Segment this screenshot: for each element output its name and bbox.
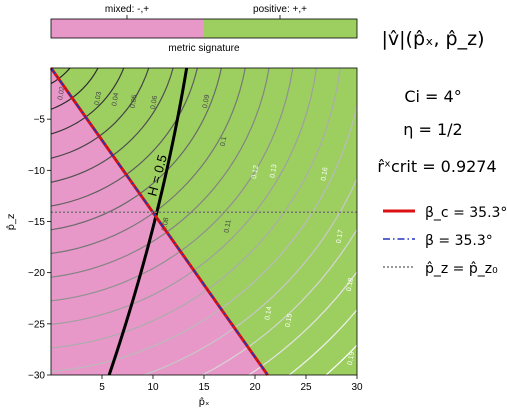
contour-label: 0.06 xyxy=(150,95,159,110)
contour-label: 0.13 xyxy=(269,164,278,179)
x-tick-label: 25 xyxy=(300,382,312,393)
contour-label: 0.09 xyxy=(202,94,211,109)
colorbar-positive-segment xyxy=(204,19,357,38)
x-axis-label: p̂ₓ xyxy=(199,396,210,408)
figure-title: |v̂|(p̂ₓ, p̂_z) xyxy=(382,28,485,50)
contour-label: 0.03 xyxy=(94,91,103,106)
eta-value: η = 1/2 xyxy=(403,120,462,139)
contour-label: 0.11 xyxy=(223,219,232,233)
contour-label: 0.05 xyxy=(130,94,139,109)
side-panel: |v̂|(p̂ₓ, p̂_z) Ci = 4° η = 1/2 r̂ˣcrit … xyxy=(377,28,496,176)
y-tick-label: −5 xyxy=(34,115,46,126)
legend: β_c = 35.3° β = 35.3° p̂_z = p̂_z₀ xyxy=(383,205,507,277)
ci-value: Ci = 4° xyxy=(404,87,461,106)
contour-label: 0.02 xyxy=(57,86,66,101)
y-tick-label: −15 xyxy=(28,217,45,228)
y-tick-label: −10 xyxy=(28,166,45,177)
legend-item-beta-c: β_c = 35.3° xyxy=(383,205,507,221)
legend-label-pz0: p̂_z = p̂_z₀ xyxy=(425,261,498,277)
y-tick-label: −30 xyxy=(28,371,45,382)
x-tick-label: 30 xyxy=(351,382,363,393)
contour-label: 0.19 xyxy=(347,351,356,366)
contour-label: 0.15 xyxy=(285,313,294,328)
contour-label: 0.1 xyxy=(220,136,229,147)
contour-label: 0.17 xyxy=(336,229,345,244)
y-axis-label: p̂_z xyxy=(5,214,17,231)
x-tick-label: 5 xyxy=(99,382,105,393)
contour-label: 0.14 xyxy=(264,306,273,321)
colorbar-frame xyxy=(50,18,358,39)
x-tick-label: 10 xyxy=(147,382,159,393)
contour-label: 0.08 xyxy=(161,217,170,232)
plot-area: 0.02 0.03 0.04 0.05 0.06 0.09 0.1 0.11 0.12 0.13 0… xyxy=(49,67,358,376)
rcrit-value: r̂ˣcrit = 0.9274 xyxy=(377,157,496,176)
beta-line xyxy=(50,67,269,376)
y-tick-label: −20 xyxy=(28,268,45,279)
colorbar-mixed-segment xyxy=(51,19,204,38)
colorbar-title: metric signature xyxy=(168,43,240,54)
contour-label: 0.16 xyxy=(320,167,329,182)
legend-label-beta: β = 35.3° xyxy=(425,233,493,249)
legend-item-beta: β = 35.3° xyxy=(383,233,493,249)
legend-item-pz0: p̂_z = p̂_z₀ xyxy=(383,261,498,277)
x-ticks: 5 10 15 20 25 30 xyxy=(99,375,363,393)
colorbar-positive-label: positive: +,+ xyxy=(253,4,307,15)
x-tick-label: 20 xyxy=(249,382,261,393)
y-axis: −5 −10 −15 −20 −25 −30 p̂_z xyxy=(5,115,51,382)
contour-labels: 0.02 0.03 0.04 0.05 0.06 0.09 0.1 0.11 0.12 0.13 0… xyxy=(57,86,356,366)
colorbar: mixed: -,+ positive: +,+ metric signatur… xyxy=(50,4,358,54)
y-ticks: −5 −10 −15 −20 −25 −30 xyxy=(28,115,51,382)
x-axis: 5 10 15 20 25 30 p̂ₓ xyxy=(99,375,363,408)
y-tick-label: −25 xyxy=(28,319,45,330)
legend-label-beta-c: β_c = 35.3° xyxy=(425,205,507,221)
contour-label: 0.04 xyxy=(111,92,120,107)
contour-label: 0.12 xyxy=(251,165,260,180)
h-contour-line xyxy=(107,68,189,375)
x-tick-label: 15 xyxy=(198,382,210,393)
contour-label: 0.18 xyxy=(346,277,355,292)
colorbar-mixed-label: mixed: -,+ xyxy=(105,4,149,15)
